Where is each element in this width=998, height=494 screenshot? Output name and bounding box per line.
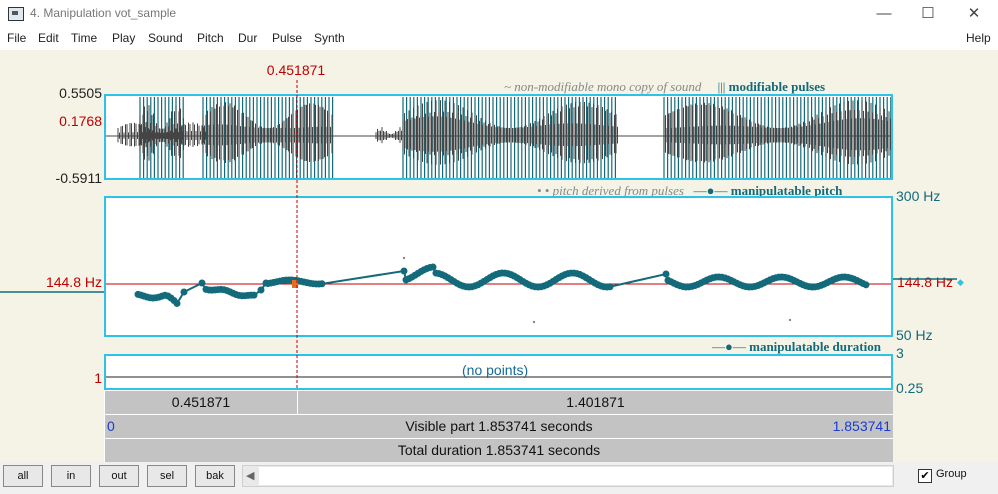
app-icon xyxy=(8,7,24,21)
menu-sound[interactable]: Sound xyxy=(148,31,183,45)
zoom-sel-button[interactable]: sel xyxy=(147,465,187,487)
zoom-out-button[interactable]: out xyxy=(99,465,139,487)
legend-manip-pitch: manipulatable pitch xyxy=(730,183,843,198)
pitch-point xyxy=(400,267,408,275)
duration-legend: —●— manipulatable duration xyxy=(712,339,881,355)
legend-manip-duration: manipulatable duration xyxy=(749,339,881,354)
legend-pulses: modifiable pulses xyxy=(728,79,826,94)
pitch-ref-marker[interactable]: ◆ xyxy=(957,277,964,287)
waveform-ymin: -0.5911 xyxy=(55,170,102,186)
visible-end: 1.853741 xyxy=(832,418,891,434)
window-title: 4. Manipulation vot_sample xyxy=(30,6,177,20)
derived-pitch-dot xyxy=(788,318,792,322)
menu-pulse[interactable]: Pulse xyxy=(272,31,303,45)
legend-duration-symbol: —●— xyxy=(712,339,746,354)
menu-synth[interactable]: Synth xyxy=(314,31,345,45)
pitch-point xyxy=(429,263,437,271)
maximize-button[interactable]: ☐ xyxy=(921,5,935,22)
horizontal-scrollbar[interactable]: ◀ xyxy=(242,465,894,487)
total-duration-bar[interactable]: Total duration 1.853741 seconds xyxy=(104,438,893,462)
waveform-legend: ~ non-modifiable mono copy of sound ||| … xyxy=(504,79,825,95)
pitch-point xyxy=(257,286,265,294)
pitch-right-stub xyxy=(893,278,957,280)
no-points-label: (no points) xyxy=(462,362,529,378)
pitch-legend: • • pitch derived from pulses —●— manipu… xyxy=(537,183,842,199)
pitch-point xyxy=(173,299,181,307)
menu-bar: File Edit Time Play Sound Pitch Dur Puls… xyxy=(0,28,998,50)
duration-panel[interactable]: (no points) xyxy=(104,354,893,390)
pitch-point xyxy=(606,283,614,291)
waveform-svg xyxy=(106,97,891,178)
pitch-ytop: 300 Hz xyxy=(896,188,941,204)
waveform-panel[interactable] xyxy=(104,94,893,180)
duration-svg xyxy=(106,376,891,378)
pitch-point xyxy=(862,281,870,289)
cursor-time-label: 0.451871 xyxy=(266,62,326,78)
pitch-point xyxy=(250,291,258,299)
legend-pitch-symbol: —●— xyxy=(693,183,728,198)
menu-time[interactable]: Time xyxy=(71,31,98,45)
pitch-ybottom: 50 Hz xyxy=(896,327,933,343)
duration-ybottom: 0.25 xyxy=(896,380,924,396)
pitch-point xyxy=(318,280,326,288)
zoom-back-button[interactable]: bak xyxy=(195,465,235,487)
menu-dur[interactable]: Dur xyxy=(238,31,258,45)
selection-left-bar[interactable]: 0.451871 xyxy=(104,390,297,414)
menu-file[interactable]: File xyxy=(7,31,27,45)
waveform-ymax: 0.5505 xyxy=(59,85,102,101)
visible-start: 0 xyxy=(107,418,115,434)
zoom-in-button[interactable]: in xyxy=(51,465,91,487)
pitch-svg xyxy=(106,256,891,324)
menu-edit[interactable]: Edit xyxy=(38,31,59,45)
pitch-point xyxy=(662,270,670,278)
waveform-ycursor: 0.1768 xyxy=(59,113,102,129)
duration-ytop: 3 xyxy=(896,345,904,361)
close-button[interactable]: ✕ xyxy=(967,5,981,22)
visible-part-text: Visible part 1.853741 seconds xyxy=(405,418,593,434)
legend-copy: ~ non-modifiable mono copy of sound xyxy=(504,79,702,94)
duration-left-value: 1 xyxy=(94,370,102,386)
bottom-toolbar: all in out sel bak ◀ ✔ Group xyxy=(0,462,998,494)
group-checkbox[interactable]: ✔ xyxy=(918,469,932,483)
pitch-point xyxy=(180,288,188,296)
pitch-panel[interactable] xyxy=(104,196,893,337)
zoom-all-button[interactable]: all xyxy=(3,465,43,487)
selected-pitch-point xyxy=(292,280,298,288)
selection-right-bar[interactable]: 1.401871 xyxy=(297,390,893,414)
visible-part-bar[interactable]: Visible part 1.853741 seconds 0 1.853741 xyxy=(104,414,893,438)
scroll-thumb[interactable] xyxy=(259,467,892,485)
menu-play[interactable]: Play xyxy=(112,31,136,45)
title-bar: 4. Manipulation vot_sample — ☐ ✕ xyxy=(0,0,998,28)
menu-pitch[interactable]: Pitch xyxy=(197,31,224,45)
legend-pitch-derived: • • pitch derived from pulses xyxy=(537,183,684,198)
derived-pitch-dot xyxy=(532,320,536,324)
pitch-ref-right: 144.8 Hz xyxy=(897,274,954,290)
pitch-left-stub xyxy=(0,291,104,293)
legend-pulses-symbol: ||| xyxy=(717,79,726,94)
pitch-point xyxy=(198,279,206,287)
pitch-ref-left: 144.8 Hz xyxy=(45,274,102,290)
menu-help[interactable]: Help xyxy=(966,31,991,45)
group-label: Group xyxy=(936,468,967,480)
minimize-button[interactable]: — xyxy=(876,5,892,22)
derived-pitch-dot xyxy=(402,256,406,260)
scroll-left-icon[interactable]: ◀ xyxy=(246,470,255,482)
